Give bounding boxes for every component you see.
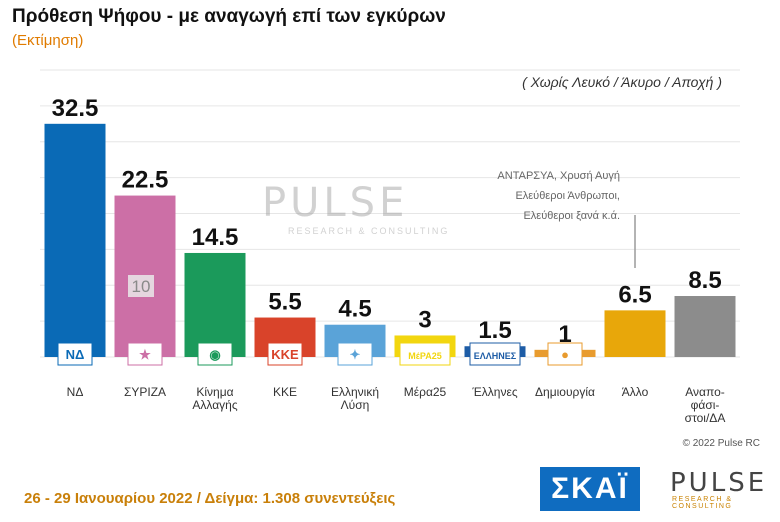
value-label: 5.5 [268,289,301,316]
category-label: στοι/ΔΑ [685,411,726,425]
pulse-logo-text: PULSE [670,468,768,498]
bar [184,252,246,357]
category-label: Λύση [341,398,370,412]
party-logo [197,342,233,366]
annotation-line: ΑΝΤΑΡΣΥΑ, Χρυσή Αυγή [497,170,620,182]
party-logo [547,342,583,366]
category-label: ΝΔ [67,385,84,399]
party-logo [469,342,521,366]
page-subtitle: (Εκτίμηση) [12,32,84,49]
pulse-logo-subtext: RESEARCH & CONSULTING [672,496,733,510]
category-label: Έλληνες [471,385,517,399]
party-logo-text: ✦ [350,347,361,362]
inline-label: 10 [132,277,151,296]
pulse-logo: PULSE RESEARCH & CONSULTING [652,468,780,510]
pulse-watermark: PULSE RESEARCH & CONSULTING [262,180,449,236]
annotation-line: Ελεύθεροι Άνθρωποι, [515,190,620,202]
bar [44,123,106,357]
value-label: 6.5 [618,281,651,308]
category-label: Αλλαγής [192,398,237,412]
category-label: ΣΥΡΙΖΑ [124,385,166,399]
party-logo [337,342,373,366]
bar [604,310,666,357]
annotation-line: Ελεύθεροι ξανά κ.ά. [523,210,620,222]
category-label: φάσι- [691,398,720,412]
survey-footer: 26 - 29 Ιανουαρίου 2022 / Δείγμα: 1.308 … [24,490,396,507]
exclusion-note: ( Χωρίς Λευκό / Άκυρο / Αποχή ) [522,74,722,90]
party-logo-text: ΚΚΕ [271,347,299,362]
party-logo-text: ΝΔ [66,347,85,362]
category-label: ΚΚΕ [273,385,297,399]
party-logo [399,342,451,366]
category-label: Ελληνική [331,385,379,399]
party-logo-text: ΕΛΛΗΝΕΣ [474,351,517,361]
value-label: 14.5 [192,224,239,251]
value-label: 1.5 [478,317,511,344]
party-logo [57,342,93,366]
other-parties-annotation: ΑΝΤΑΡΣΥΑ, Χρυσή Αυγή Ελεύθεροι Άνθρωποι,… [497,166,620,226]
category-label: Αναπο- [685,385,725,399]
value-label: 3 [418,306,431,333]
category-label: Δημιουργία [535,385,595,399]
party-logo-text: ΜέΡΑ25 [408,351,441,361]
party-logo-text: ● [561,347,569,362]
category-label: Άλλο [622,385,649,399]
copyright: © 2022 Pulse RC [682,438,760,449]
value-label: 8.5 [688,267,721,294]
value-label: 32.5 [52,95,99,122]
bar-chart: 32.5ΝΔΝΔ22.5★ΣΥΡΙΖΑ14.5◉ΚίνημαΑλλαγής5.5… [40,69,740,425]
skai-logo: ΣΚΑΪ [540,467,640,511]
category-label: Κίνημα [196,385,233,399]
party-logo-text: ★ [139,347,151,362]
party-logo [127,342,163,366]
value-label: 1 [558,321,571,348]
category-label: Μέρα25 [404,385,447,399]
page-title: Πρόθεση Ψήφου - με αναγωγή επί των εγκύρ… [12,6,446,27]
party-logo-text: ◉ [209,347,220,362]
watermark-text: PULSE [262,180,409,226]
party-logo [267,342,303,366]
value-label: 22.5 [122,167,169,194]
bar [674,296,736,357]
value-label: 4.5 [338,296,371,323]
inline-label-box [128,275,154,297]
watermark-subtext: RESEARCH & CONSULTING [288,226,450,236]
